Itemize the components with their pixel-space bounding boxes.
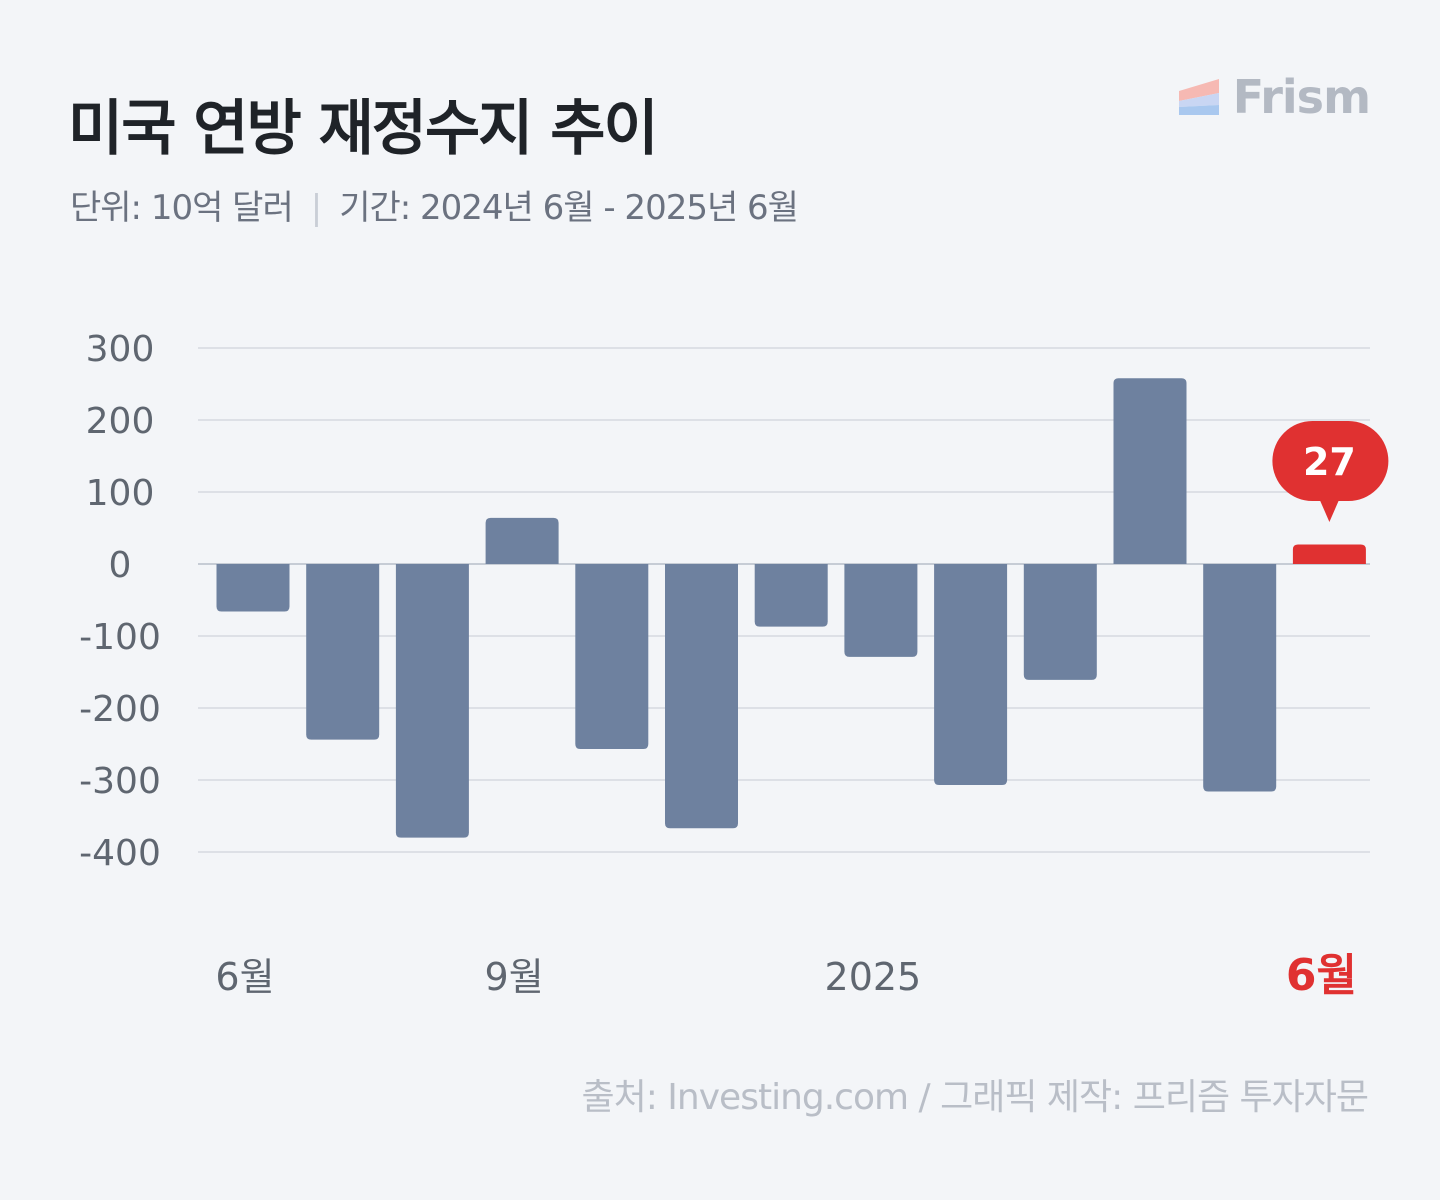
x-tick-label: 6월 [215,955,274,999]
bar [485,517,559,564]
bar [1203,564,1277,792]
bar [844,564,918,657]
y-tick-label: 300 [86,329,155,370]
y-tick-label: 0 [109,545,132,586]
x-tick-label: 9월 [485,955,544,999]
bar [1292,544,1366,564]
bar [665,564,738,829]
source-note: 출처: Investing.com / 그래픽 제작: 프리즘 투자자문 [581,1077,1369,1118]
y-tick-label: 200 [86,401,155,442]
frism-logo: Frism [1178,70,1371,124]
unit-label: 단위: 10억 달러 [70,188,294,228]
bar [395,564,469,838]
y-tick-label: -200 [79,689,161,730]
period-label: 기간: 2024년 6월 - 2025년 6월 [339,188,799,228]
bar [306,564,380,740]
bars-layer [216,378,1366,838]
bar [754,564,828,627]
frism-logo-icon [1178,79,1219,115]
x-tick-label: 2025 [825,955,922,999]
bar [575,564,649,750]
x-axis-ticks: 6월 9월 2025 6월 [215,950,1357,1001]
callout-bubble [1272,421,1389,501]
callout-layer: 27 [1272,421,1389,522]
y-tick-label: -400 [79,833,161,874]
y-axis-ticks: 300 200 100 0 -100 -200 -300 -400 [79,329,161,874]
subtitle-separator: | [310,188,323,228]
bar [934,564,1008,786]
y-tick-label: -100 [79,617,161,658]
bar [216,564,290,612]
callout-pointer [1319,499,1340,522]
x-tick-label: 6월 [1286,950,1357,1001]
chart-subtitle: 단위: 10억 달러 | 기간: 2024년 6월 - 2025년 6월 [70,180,799,229]
y-tick-label: 100 [86,473,155,514]
bar [1023,564,1097,680]
chart-title: 미국 연방 재정수지 추이 [68,94,659,164]
bar [1113,378,1187,564]
callout-value: 27 [1303,440,1356,484]
y-tick-label: -300 [79,761,161,802]
logo-text: Frism [1232,70,1371,124]
